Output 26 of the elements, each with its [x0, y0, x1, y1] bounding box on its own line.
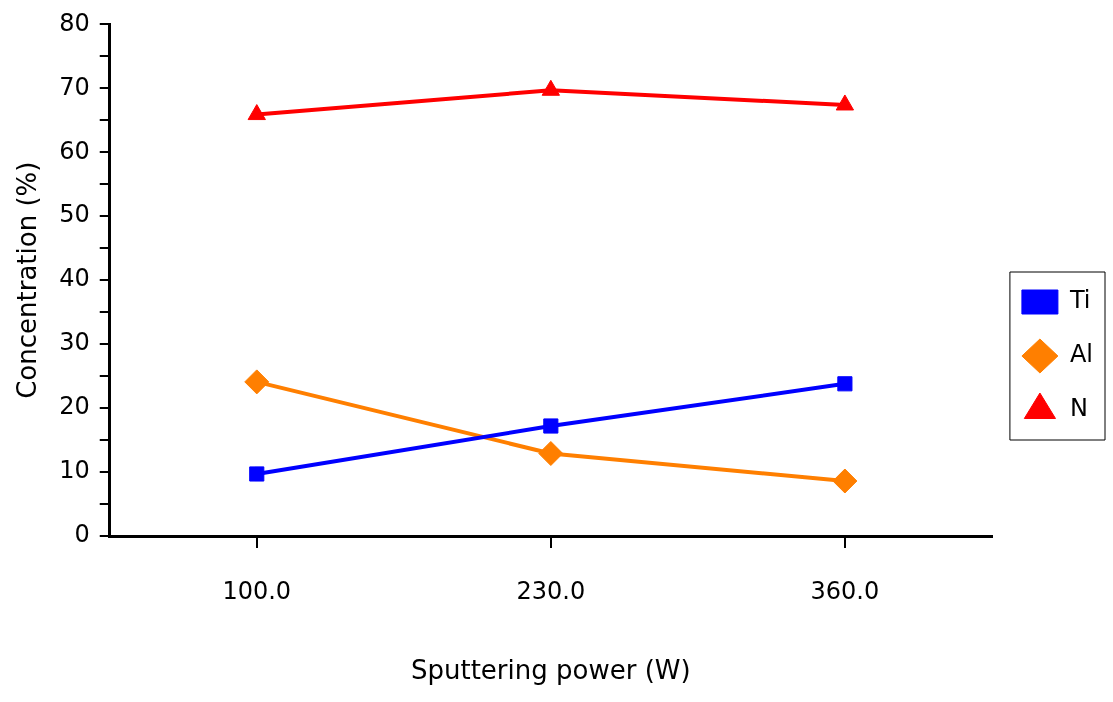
point [244, 369, 270, 395]
x-tick-label: 100.0 [222, 576, 292, 605]
y-tick-label: 50 [59, 200, 90, 229]
point [247, 104, 266, 121]
point [249, 466, 265, 482]
point [538, 441, 564, 467]
point [837, 376, 853, 392]
point [832, 468, 858, 494]
y-tick-label: 30 [59, 328, 90, 357]
x-tick-label: 360.0 [810, 576, 880, 605]
legend-label: Al [1069, 340, 1094, 369]
y-axis-title: Concentration (%) [12, 161, 43, 399]
y-tick-label: 80 [59, 8, 90, 37]
y-tick-label: 0 [74, 520, 90, 549]
legend-label: Ti [1068, 286, 1091, 315]
y-tick-label: 10 [59, 456, 90, 485]
x-axis-title: Sputtering power (W) [411, 655, 691, 686]
y-tick-label: 40 [59, 264, 90, 293]
y-tick-label: 60 [59, 136, 90, 165]
x-tick-label: 230.0 [516, 576, 586, 605]
point [541, 79, 560, 96]
y-tick-label: 20 [59, 392, 90, 421]
y-tick-label: 70 [59, 72, 90, 101]
point [543, 418, 559, 434]
legend-label: N [1069, 394, 1088, 423]
point [835, 94, 855, 111]
